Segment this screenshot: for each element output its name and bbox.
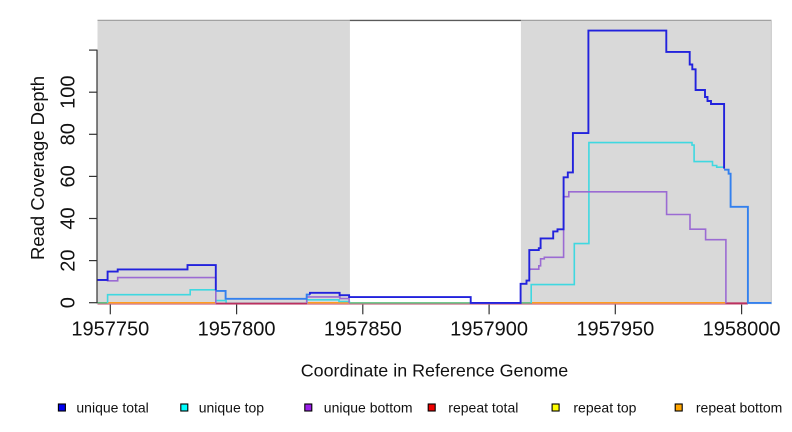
svg-text:100: 100: [58, 76, 80, 109]
svg-text:1957950: 1957950: [576, 319, 654, 341]
svg-text:Coordinate in Reference Genome: Coordinate in Reference Genome: [301, 361, 569, 381]
svg-text:repeat bottom: repeat bottom: [696, 399, 782, 415]
svg-text:1958000: 1958000: [703, 319, 781, 341]
svg-text:60: 60: [58, 165, 80, 187]
svg-text:repeat top: repeat top: [573, 399, 636, 415]
svg-text:unique bottom: unique bottom: [324, 399, 413, 415]
svg-text:1957900: 1957900: [450, 319, 528, 341]
svg-text:unique total: unique total: [76, 399, 148, 415]
svg-text:1957850: 1957850: [324, 319, 402, 341]
svg-text:1957800: 1957800: [198, 319, 276, 341]
svg-text:1957750: 1957750: [71, 319, 149, 341]
svg-text:80: 80: [58, 123, 80, 145]
svg-text:40: 40: [58, 207, 80, 229]
svg-text:20: 20: [58, 249, 80, 271]
svg-text:Read Coverage Depth: Read Coverage Depth: [27, 76, 48, 260]
svg-text:repeat total: repeat total: [448, 399, 518, 415]
svg-text:unique top: unique top: [199, 399, 265, 415]
svg-text:0: 0: [58, 297, 80, 308]
